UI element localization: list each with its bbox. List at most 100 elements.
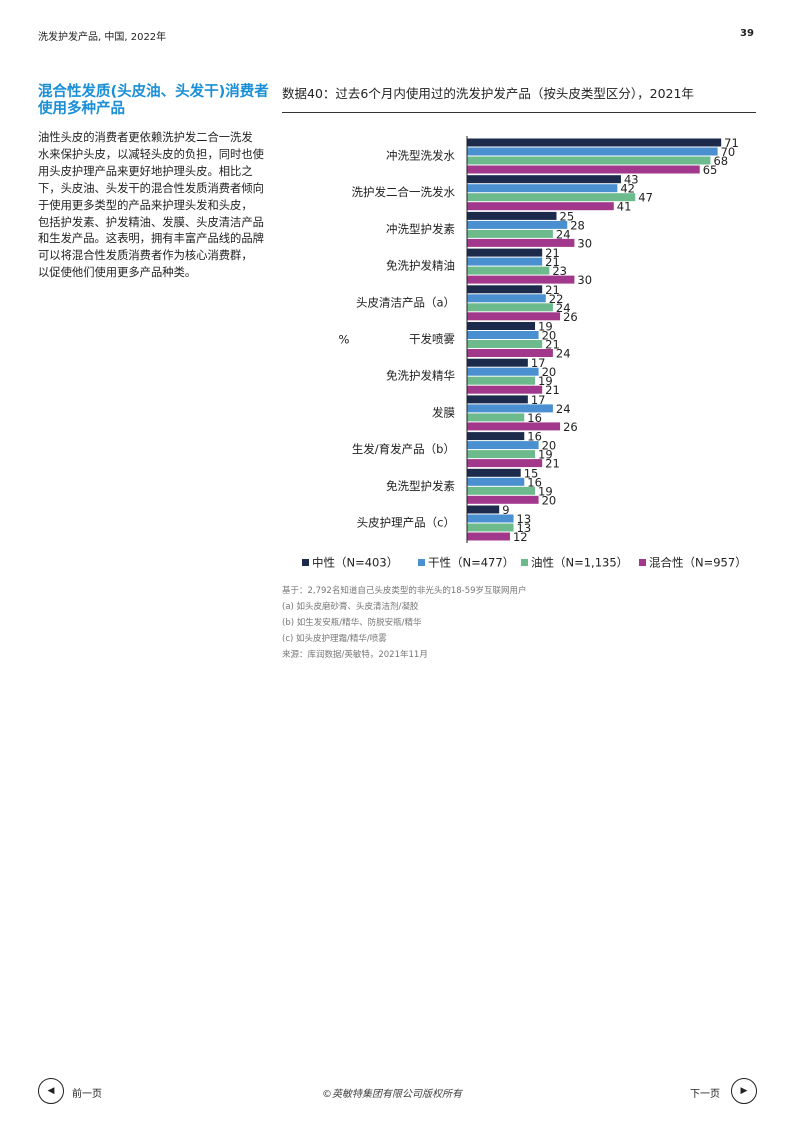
value-label: 21 bbox=[545, 338, 560, 352]
bar bbox=[467, 514, 514, 523]
value-label: 21 bbox=[545, 246, 560, 260]
category-label: 冲洗型护发素 bbox=[386, 222, 455, 236]
body-line: 用头皮护理产品来更好地护理头皮。相比之 bbox=[38, 164, 253, 178]
bar bbox=[467, 175, 621, 184]
value-label: 20 bbox=[542, 365, 557, 379]
prev-label[interactable]: 前一页 bbox=[72, 1089, 102, 1100]
footnote: (c) 如头皮护理霜/精华/喷雾 bbox=[282, 634, 387, 644]
category-label: 头皮清洁产品（a） bbox=[356, 295, 455, 309]
value-label: 21 bbox=[545, 457, 560, 471]
bar bbox=[467, 468, 521, 477]
bar bbox=[467, 505, 500, 514]
chart-title: 数据40：过去6个月内使用过的洗发护发产品（按头皮类型区分），2021年 bbox=[282, 86, 694, 101]
bar bbox=[467, 294, 546, 303]
bar bbox=[467, 165, 700, 174]
value-label: 28 bbox=[570, 218, 585, 232]
sidebar-title: 混合性发质(头皮油、头发干)消费者 使用多种产品 bbox=[38, 84, 269, 118]
bar bbox=[467, 376, 536, 385]
value-label: 13 bbox=[517, 521, 532, 535]
bar bbox=[467, 486, 536, 495]
bar bbox=[467, 523, 514, 532]
bar bbox=[467, 367, 539, 376]
value-label: 65 bbox=[703, 163, 718, 177]
value-label: 24 bbox=[556, 227, 571, 241]
bar bbox=[467, 238, 575, 247]
value-label: 13 bbox=[517, 512, 532, 526]
category-label: 免洗型护发素 bbox=[386, 479, 455, 493]
bar bbox=[467, 495, 539, 504]
legend-label: 混合性（N=957） bbox=[649, 556, 747, 570]
body-line: 以促使他们使用更多产品种类。 bbox=[38, 266, 197, 280]
legend-swatch bbox=[418, 559, 425, 566]
footnote: 来源：库润数据/英敏特，2021年11月 bbox=[282, 650, 428, 660]
title-line: 使用多种产品 bbox=[38, 101, 125, 117]
page-number: 39 bbox=[740, 28, 754, 39]
value-label: 21 bbox=[545, 283, 560, 297]
bar bbox=[467, 413, 525, 422]
footnote: (a) 如头皮磨砂膏、头皮清洁剂/凝胶 bbox=[282, 602, 419, 612]
bar bbox=[467, 147, 718, 156]
category-label: 免洗护发精油 bbox=[386, 259, 455, 273]
body-line: 下，头皮油、头发干的混合性发质消费者倾向 bbox=[38, 181, 264, 195]
next-label[interactable]: 下一页 bbox=[690, 1089, 720, 1100]
bar bbox=[467, 266, 550, 275]
value-label: 41 bbox=[617, 200, 632, 214]
bar bbox=[467, 340, 543, 348]
bar bbox=[467, 275, 575, 284]
value-label: 12 bbox=[513, 530, 528, 544]
next-button[interactable]: ▶ bbox=[731, 1078, 757, 1104]
legend-swatch bbox=[521, 559, 528, 566]
value-label: 16 bbox=[527, 411, 542, 425]
footnote: (b) 如生发安瓶/精华、防脱安瓶/精华 bbox=[282, 618, 422, 628]
value-label: 16 bbox=[527, 430, 542, 444]
value-label: 20 bbox=[542, 493, 557, 507]
value-label: 47 bbox=[638, 191, 653, 205]
bar bbox=[467, 358, 528, 367]
bar bbox=[467, 184, 618, 193]
prev-button[interactable]: ◀ bbox=[38, 1078, 64, 1104]
body-line: 包括护发素、护发精油、发膜、头皮清洁产品 bbox=[38, 215, 264, 229]
bar bbox=[467, 211, 557, 220]
bar bbox=[467, 322, 536, 330]
bar bbox=[467, 248, 543, 257]
value-label: 68 bbox=[713, 154, 728, 168]
category-label: 免洗护发精华 bbox=[386, 369, 455, 383]
bar bbox=[467, 312, 561, 321]
category-label: 发膜 bbox=[432, 405, 455, 419]
copyright: ©英敏特集团有限公司版权所有 bbox=[322, 1089, 462, 1100]
bar bbox=[467, 257, 543, 266]
value-label: 19 bbox=[538, 374, 553, 388]
value-label: 24 bbox=[556, 347, 571, 361]
legend-swatch bbox=[639, 559, 646, 566]
legend-swatch bbox=[302, 559, 309, 566]
bar bbox=[467, 422, 561, 431]
value-label: 21 bbox=[545, 255, 560, 269]
value-label: 43 bbox=[624, 173, 639, 187]
bar bbox=[467, 193, 636, 202]
bar bbox=[467, 138, 722, 147]
value-label: 21 bbox=[545, 383, 560, 397]
legend-label: 干性（N=477） bbox=[428, 556, 514, 570]
bar bbox=[467, 303, 553, 312]
value-label: 15 bbox=[524, 466, 539, 480]
legend-label: 油性（N=1,135） bbox=[531, 556, 628, 570]
bar bbox=[467, 202, 614, 211]
category-label: 洗护发二合一洗发水 bbox=[352, 185, 456, 199]
category-label: 冲洗型洗发水 bbox=[386, 149, 455, 163]
value-label: 30 bbox=[577, 236, 592, 250]
bar bbox=[467, 331, 539, 339]
bar bbox=[467, 156, 711, 165]
value-label: 26 bbox=[563, 420, 578, 434]
value-label: 26 bbox=[563, 310, 578, 324]
value-label: 9 bbox=[502, 503, 509, 517]
value-label: 70 bbox=[721, 145, 736, 159]
value-label: 71 bbox=[724, 136, 739, 150]
bar bbox=[467, 404, 553, 413]
bar bbox=[467, 477, 525, 486]
unit-label: % bbox=[339, 333, 350, 347]
bar bbox=[467, 432, 525, 441]
footnote: 基于：2,792名知道自己头皮类型的非光头的18-59岁互联网用户 bbox=[282, 586, 527, 596]
body-line: 于使用更多类型的产品来护理头发和头皮， bbox=[38, 198, 253, 212]
legend-label: 中性（N=403） bbox=[312, 556, 398, 570]
